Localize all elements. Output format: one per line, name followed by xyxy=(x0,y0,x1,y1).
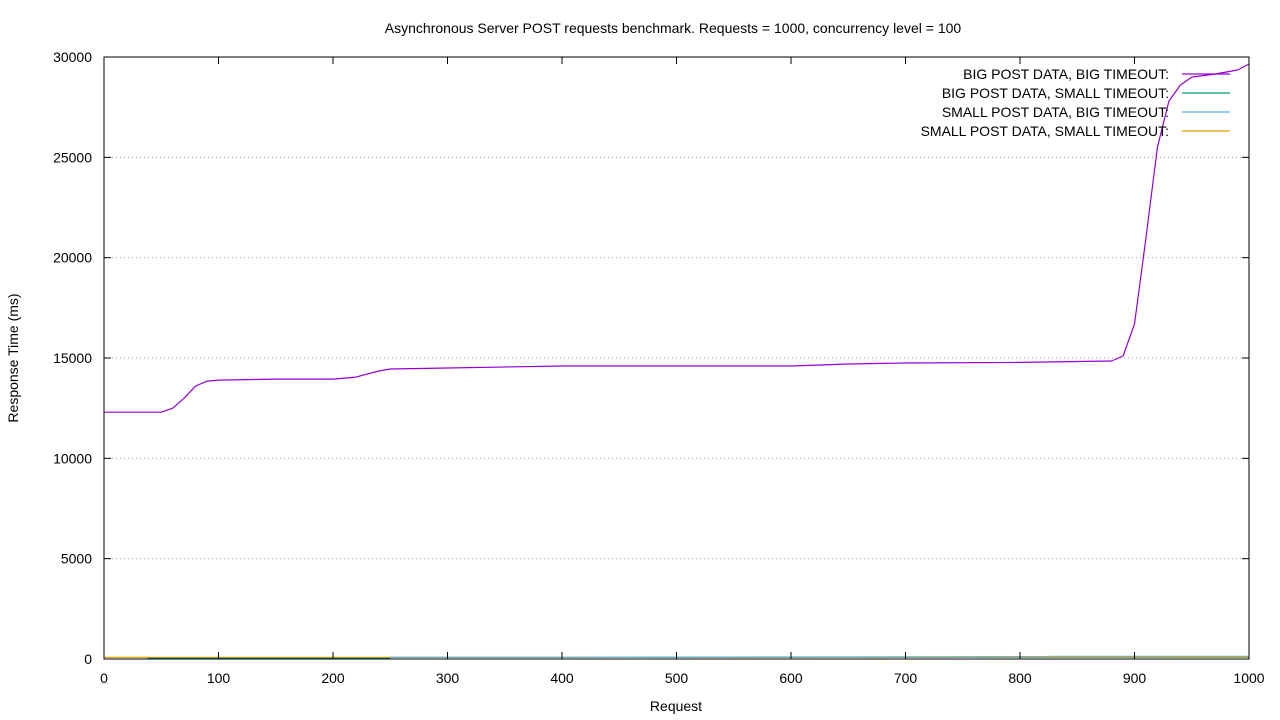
x-tick-label: 900 xyxy=(1123,670,1147,686)
chart-title: Asynchronous Server POST requests benchm… xyxy=(385,20,962,36)
y-tick-label: 0 xyxy=(84,651,92,667)
series-line-1 xyxy=(104,63,1250,413)
x-tick-label: 400 xyxy=(550,670,574,686)
legend-label-1: BIG POST DATA, BIG TIMEOUT: xyxy=(963,66,1169,82)
legend-label-4: SMALL POST DATA, SMALL TIMEOUT: xyxy=(921,123,1169,139)
y-tick-label: 20000 xyxy=(53,250,92,266)
legend-label-2: BIG POST DATA, SMALL TIMEOUT: xyxy=(942,85,1169,101)
y-tick-label: 5000 xyxy=(61,551,92,567)
y-tick-label: 10000 xyxy=(53,450,92,466)
series-lines xyxy=(104,63,1250,660)
x-tick-label: 100 xyxy=(207,670,231,686)
axis-ticks: 0 5000 10000 15000 20000 25000 30000 0 100 200 300… xyxy=(53,49,1265,686)
x-tick-label: 600 xyxy=(779,670,803,686)
x-tick-label: 1000 xyxy=(1233,670,1264,686)
y-tick-label: 15000 xyxy=(53,350,92,366)
y-tick-label: 30000 xyxy=(53,49,92,65)
y-axis-label: Response Time (ms) xyxy=(5,293,21,422)
legend: BIG POST DATA, BIG TIMEOUT: BIG POST DATA… xyxy=(921,66,1230,139)
x-tick-label: 0 xyxy=(100,670,108,686)
x-tick-label: 700 xyxy=(894,670,918,686)
legend-label-3: SMALL POST DATA, BIG TIMEOUT: xyxy=(942,104,1169,120)
y-tick-label: 25000 xyxy=(53,149,92,165)
x-tick-label: 800 xyxy=(1008,670,1032,686)
x-axis-label: Request xyxy=(650,698,702,714)
grid-lines xyxy=(104,156,1249,560)
x-tick-label: 300 xyxy=(436,670,460,686)
x-tick-label: 200 xyxy=(321,670,345,686)
x-tick-label: 500 xyxy=(665,670,689,686)
